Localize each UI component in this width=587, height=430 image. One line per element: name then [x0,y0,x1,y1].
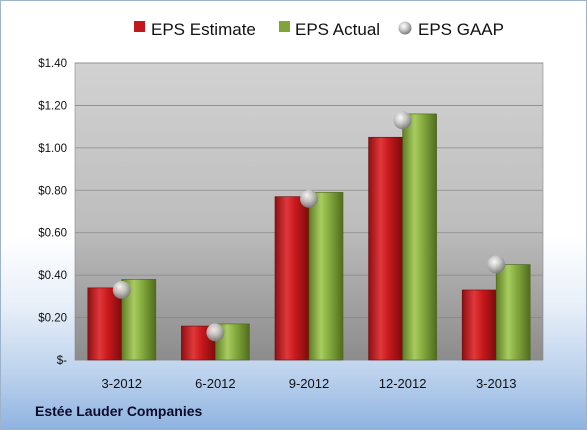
y-tick-label: $1.20 [38,100,67,112]
legend-label-eps-gaap: EPS GAAP [418,20,504,39]
legend-swatch-eps-estimate [134,21,145,32]
x-tick-label: 12-2012 [379,376,427,391]
gaap-markers [112,111,506,342]
y-tick-label: $1.40 [38,58,67,70]
bar-eps-estimate [87,287,123,361]
bar-eps-actual [402,113,437,361]
y-tick-label: $0.40 [38,270,67,282]
legend-swatch-eps-actual [279,21,290,32]
company-name: Estée Lauder Companies [35,403,203,419]
x-tick-label: 6-2012 [195,376,235,391]
marker-eps-gaap [300,189,318,208]
legend-label-eps-actual: EPS Actual [295,20,380,39]
marker-eps-gaap [112,280,131,299]
bar-eps-estimate [461,289,497,361]
x-tick-label: 3-2013 [476,376,516,391]
legend-label-eps-estimate: EPS Estimate [151,20,256,39]
x-tick-label: 3-2012 [102,376,142,391]
y-axis: $- $0.20 $0.40 $0.60 $0.80 $1.00 $1.20 $1.40 [38,58,67,367]
legend: EPS Estimate EPS Actual EPS GAAP [134,20,504,39]
x-axis: 3-2012 6-2012 9-2012 12-2012 3-2013 [102,376,517,391]
bar-eps-actual [308,192,344,361]
bar-series [87,113,531,361]
bar-eps-estimate [274,196,310,361]
marker-eps-gaap [393,111,412,130]
y-tick-label: $0.80 [38,185,67,197]
x-tick-label: 9-2012 [289,376,329,391]
y-tick-label: $0.60 [38,228,67,240]
bar-eps-estimate [368,136,403,361]
y-tick-label: $0.20 [38,313,67,325]
marker-eps-gaap [487,255,506,274]
marker-eps-gaap [206,323,225,342]
y-tick-label: $1.00 [38,143,67,155]
y-tick-label: $- [57,355,67,367]
bar-eps-actual [495,264,531,361]
legend-marker-eps-gaap [398,21,412,35]
